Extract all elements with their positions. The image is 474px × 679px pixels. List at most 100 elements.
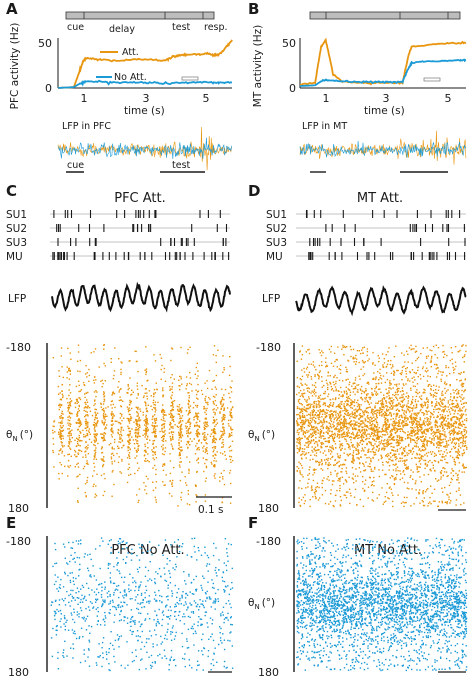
- phase-dot: [197, 375, 199, 377]
- phase-dot: [366, 457, 368, 459]
- phase-dot: [303, 371, 306, 373]
- phase-dot: [435, 395, 437, 397]
- phase-dot: [324, 413, 326, 415]
- phase-dot: [306, 446, 308, 448]
- phase-dot: [386, 414, 388, 417]
- phase-dot: [403, 384, 405, 387]
- phase-dot: [329, 399, 332, 401]
- phase-dot: [188, 472, 190, 474]
- phase-dot: [347, 378, 349, 380]
- phase-dot: [311, 446, 313, 448]
- phase-dot: [430, 442, 432, 445]
- phase-dot: [432, 345, 435, 348]
- phase-dot: [327, 386, 329, 389]
- phase-dot: [422, 501, 424, 503]
- phase-dot: [421, 440, 423, 442]
- phase-dot: [160, 445, 163, 448]
- phase-dot: [64, 465, 66, 468]
- phase-dot: [348, 453, 350, 456]
- phase-dot: [138, 467, 140, 469]
- phase-dot: [326, 425, 328, 427]
- phase-dot: [425, 448, 427, 450]
- phase-dot: [58, 421, 60, 424]
- phase-dot: [457, 405, 460, 408]
- phase-dot: [440, 405, 442, 408]
- phase-dot: [351, 414, 354, 416]
- phase-dot: [128, 420, 130, 422]
- phase-dot: [424, 459, 427, 462]
- phase-dot: [391, 428, 393, 430]
- phase-dot: [85, 450, 87, 452]
- phase-dot: [162, 449, 164, 451]
- phase-dot: [329, 381, 331, 384]
- phase-dot: [306, 404, 308, 406]
- phase-dot: [392, 438, 394, 440]
- phase-dot: [422, 366, 424, 368]
- phase-dot: [128, 430, 131, 432]
- phase-dot: [415, 372, 417, 375]
- phase-dot: [404, 502, 406, 504]
- phase-dot: [61, 426, 63, 429]
- phase-dot: [334, 500, 337, 502]
- phase-dot: [127, 419, 130, 422]
- phase-dot: [171, 485, 174, 487]
- phase-dot: [459, 380, 461, 382]
- phase-dot: [180, 440, 182, 442]
- phase-dot: [392, 405, 394, 407]
- phase-dot: [396, 408, 399, 410]
- phase-dot: [375, 415, 378, 418]
- phase-dot: [410, 431, 412, 433]
- phase-dot: [155, 473, 157, 476]
- phase-dot: [424, 446, 426, 448]
- phase-dot: [197, 416, 200, 418]
- phase-dot: [322, 427, 324, 430]
- phase-dot: [61, 410, 63, 413]
- phase-dot: [450, 419, 452, 422]
- phase-dot: [391, 423, 393, 425]
- phase-dot: [340, 386, 342, 389]
- phase-dot: [58, 375, 61, 377]
- phase-dot: [196, 377, 198, 380]
- phase-dot: [139, 424, 141, 427]
- phase-dot: [172, 448, 174, 450]
- phase-dot: [315, 452, 318, 454]
- phase-dot: [296, 422, 299, 425]
- phase-dot: [342, 394, 344, 396]
- phase-dot: [448, 426, 450, 428]
- phase-dot: [360, 434, 363, 437]
- phase-dot: [169, 472, 172, 475]
- phase-dot: [422, 405, 424, 407]
- phase-dot: [187, 440, 189, 443]
- phase-dot: [341, 436, 343, 438]
- phase-dot: [171, 482, 173, 484]
- phase-dot: [401, 437, 403, 439]
- phase-dot: [351, 403, 353, 405]
- phase-dot: [77, 401, 80, 403]
- phase-dot: [458, 470, 460, 472]
- plot-lines-b: [299, 37, 467, 87]
- phase-dot: [372, 445, 375, 447]
- phase-dot: [452, 446, 455, 448]
- phase-dot: [375, 453, 377, 456]
- phase-dot: [212, 435, 215, 438]
- phase-dot: [411, 417, 413, 420]
- phase-dot: [155, 430, 157, 432]
- phase-dot: [393, 446, 395, 448]
- phase-dot: [403, 354, 405, 356]
- phase-dot: [91, 414, 94, 417]
- phase-dot: [426, 407, 429, 409]
- phase-dot: [144, 401, 146, 403]
- phase-dot: [319, 431, 322, 433]
- phase-dot: [180, 430, 182, 433]
- phase-dot: [361, 447, 364, 449]
- phase-dot: [77, 444, 80, 446]
- phase-dot: [348, 432, 351, 434]
- phase-dot: [446, 501, 448, 504]
- phase-dot: [463, 361, 465, 363]
- phase-dot: [69, 398, 71, 400]
- phase-dot: [384, 428, 386, 430]
- phase-dot: [85, 410, 87, 412]
- phase-dot: [407, 353, 409, 355]
- phase-dot: [345, 379, 347, 381]
- phase-dot: [458, 418, 460, 421]
